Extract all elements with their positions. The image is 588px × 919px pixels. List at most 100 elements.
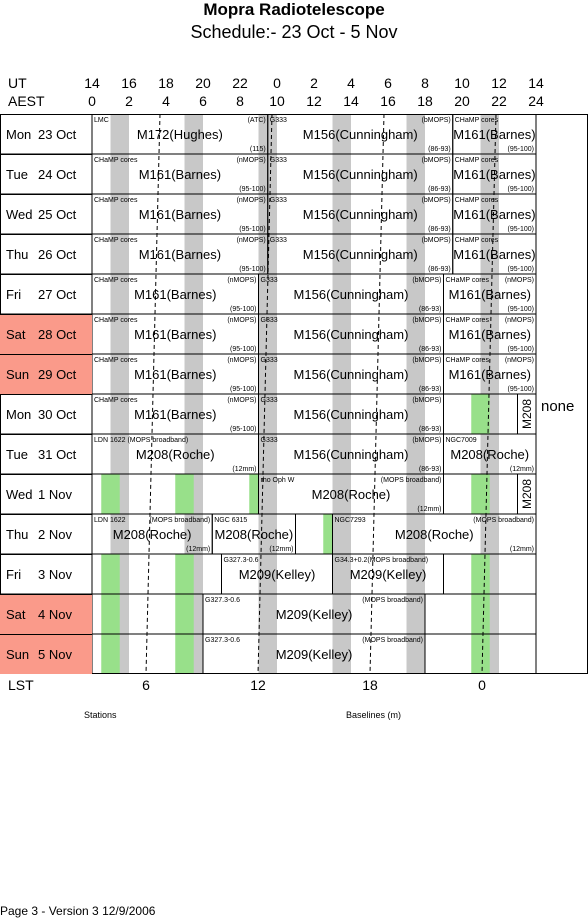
- day-date: 25 Oct: [38, 207, 77, 222]
- day-label: Mon 23 Oct: [0, 114, 92, 154]
- ut-tick: 18: [158, 75, 174, 91]
- project-label: M208(Roche): [395, 527, 474, 542]
- project-label: M208(Roche): [136, 447, 215, 462]
- night-band: [110, 514, 129, 554]
- night-band: [406, 354, 425, 394]
- source-label: G333: [270, 237, 287, 244]
- day-label: Thu 26 Oct: [0, 234, 92, 274]
- receiver-label: (95-100): [508, 266, 534, 273]
- source-label: G333: [261, 357, 278, 364]
- night-band: [406, 474, 425, 514]
- receiver-label: (95-100): [508, 226, 534, 233]
- schedule-svg: M172(Hughes) LMC (ATC) (115) M156(Cunningham…: [0, 114, 588, 674]
- receiver-label: (12mm): [232, 466, 256, 473]
- lst-tick: 6: [142, 677, 150, 693]
- night-band: [406, 114, 425, 154]
- source-label: CHaMP cores: [94, 357, 138, 364]
- receiver-label: (86-93): [419, 386, 442, 393]
- ut-tick: 20: [195, 75, 211, 91]
- project-label: M161(Barnes): [139, 167, 221, 182]
- source-label: rho Oph W: [261, 477, 295, 484]
- day-of-week: Sun: [6, 367, 30, 382]
- footer-note: Page 3 - Version 3 12/9/2006: [0, 904, 156, 918]
- night-band: [332, 594, 351, 634]
- night-band: [406, 234, 425, 274]
- night-band: [406, 314, 425, 354]
- source-label: G333: [270, 157, 287, 164]
- source-label: LMC: [94, 117, 109, 124]
- project-label: M208(Roche): [312, 487, 391, 502]
- night-band: [258, 274, 277, 314]
- day-date: 23 Oct: [38, 127, 77, 142]
- backend-label: (nMOPS): [505, 357, 534, 364]
- day-label: Sat 28 Oct: [0, 314, 92, 354]
- backend-label: (nMOPS): [227, 357, 256, 364]
- project-label: M161(Barnes): [134, 367, 216, 382]
- night-band: [110, 314, 129, 354]
- night-band: [110, 274, 129, 314]
- maintenance-band: [471, 594, 490, 634]
- backend-label: (bMOPS): [412, 437, 441, 444]
- backend-label: (MOPS broadband): [473, 517, 534, 524]
- source-label: NGC7293: [335, 517, 366, 524]
- day-date: 2 Nov: [38, 527, 72, 542]
- lst-line: [257, 114, 273, 674]
- receiver-label: (95-100): [508, 346, 534, 353]
- project-label: M208(Roche): [113, 527, 192, 542]
- project-label: M156(Cunningham): [294, 327, 409, 342]
- project-label: M161(Barnes): [453, 247, 535, 262]
- day-date: 26 Oct: [38, 247, 77, 262]
- receiver-label: (95-100): [230, 426, 256, 433]
- backend-label: (bMOPS): [412, 277, 441, 284]
- backend-label: (nMOPS): [237, 197, 266, 204]
- backend-label: (bMOPS): [412, 397, 441, 404]
- source-label: CHaMP cores: [446, 357, 490, 364]
- day-of-week: Wed: [6, 207, 33, 222]
- project-label: M172(Hughes): [137, 127, 223, 142]
- project-label: M208: [520, 399, 534, 429]
- source-label: CHaMP cores: [94, 397, 138, 404]
- lst-line: [369, 114, 385, 674]
- night-band: [332, 154, 351, 194]
- lst-label: LST: [8, 677, 34, 693]
- source-label: CHaMP cores: [446, 317, 490, 324]
- night-band: [332, 554, 351, 594]
- ut-tick: 8: [421, 75, 429, 91]
- project-label: M156(Cunningham): [294, 287, 409, 302]
- night-band: [332, 394, 351, 434]
- source-label: G333: [261, 317, 278, 324]
- source-label: G34.3+0.2(MOPS broadband): [335, 557, 429, 564]
- receiver-label: (86-93): [419, 346, 442, 353]
- source-label: CHaMP cores: [94, 197, 138, 204]
- project-label: M161(Barnes): [449, 287, 531, 302]
- ut-tick: 14: [84, 75, 100, 91]
- backend-label: (nMOPS): [227, 277, 256, 284]
- source-label: CHaMP cores: [94, 237, 138, 244]
- aest-tick: 0: [88, 93, 96, 109]
- night-band: [184, 274, 203, 314]
- source-label: CHaMP cores: [455, 197, 499, 204]
- day-of-week: Mon: [6, 127, 32, 142]
- receiver-label: (12mm): [510, 546, 534, 553]
- project-label: M161(Barnes): [453, 167, 535, 182]
- backend-label: (bMOPS): [422, 197, 451, 204]
- maintenance-band: [249, 474, 259, 514]
- receiver-label: (95-100): [230, 386, 256, 393]
- project-label: M161(Barnes): [134, 407, 216, 422]
- night-band: [332, 274, 351, 314]
- project-label: M208: [520, 479, 534, 509]
- source-label: G333: [261, 277, 278, 284]
- day-date: 3 Nov: [38, 567, 72, 582]
- day-label: Fri 27 Oct: [0, 274, 92, 314]
- night-band: [332, 194, 351, 234]
- backend-label: (nMOPS): [237, 237, 266, 244]
- backend-label: (nMOPS): [505, 317, 534, 324]
- night-band: [258, 554, 277, 594]
- project-label: M156(Cunningham): [294, 407, 409, 422]
- night-band: [258, 354, 277, 394]
- maintenance-band: [101, 634, 120, 674]
- project-label: M161(Barnes): [449, 327, 531, 342]
- receiver-label: (12mm): [269, 546, 293, 553]
- receiver-label: (12mm): [186, 546, 210, 553]
- project-label: M161(Barnes): [453, 127, 535, 142]
